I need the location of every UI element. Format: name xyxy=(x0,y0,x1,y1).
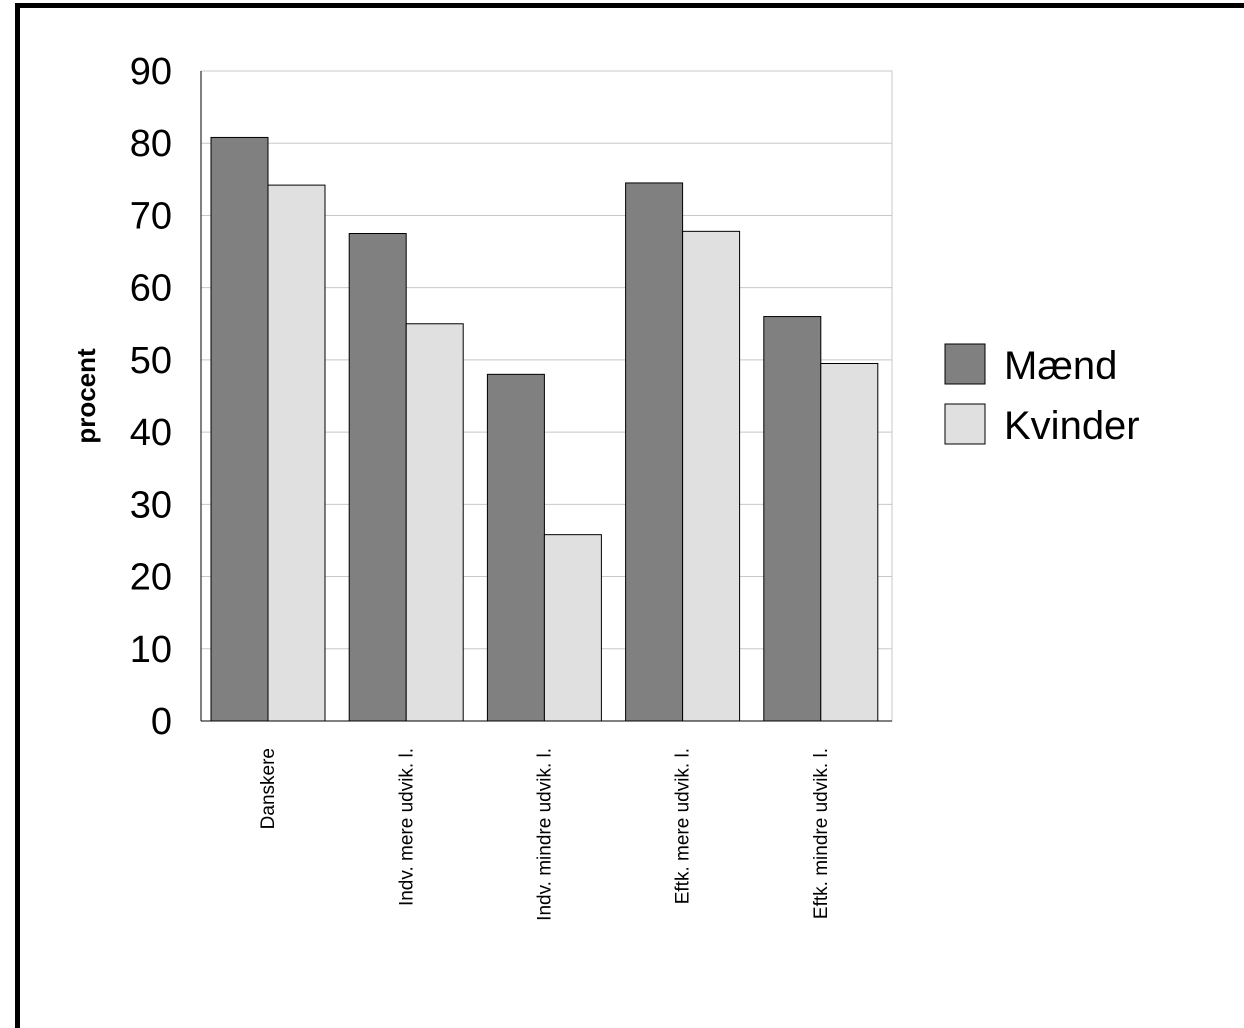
axes xyxy=(200,71,892,722)
bar-kvinder xyxy=(405,323,464,722)
y-tick-label: 40 xyxy=(130,412,172,454)
y-tick-label: 70 xyxy=(130,195,172,237)
y-tick-label: 10 xyxy=(130,629,172,671)
x-tick-label: Eftk. mere udvik. l. xyxy=(673,748,694,904)
y-tick-label: 20 xyxy=(130,557,172,599)
legend-swatch-maend xyxy=(944,343,986,385)
bar-maend xyxy=(625,182,684,722)
bars xyxy=(210,136,879,722)
bar-maend xyxy=(486,373,545,722)
x-tick-label: Indv. mindre udvik. l. xyxy=(535,748,556,921)
bar-maend xyxy=(348,233,407,722)
y-axis-label: procent xyxy=(71,348,101,444)
x-tick-label: Eftk. mindre udvik. l. xyxy=(811,748,832,919)
y-tick-label: 50 xyxy=(130,340,172,382)
bar-maend xyxy=(763,316,822,722)
x-tick-label: Indv. mere udvik. l. xyxy=(396,748,417,906)
y-tick-label: 0 xyxy=(151,701,172,743)
bar-kvinder xyxy=(267,184,326,722)
bar-kvinder xyxy=(682,230,741,722)
y-tick-labels: 0 10 20 30 40 50 60 70 80 90 xyxy=(130,51,172,743)
y-tick-label: 30 xyxy=(130,484,172,526)
legend-label-maend: Mænd xyxy=(1004,344,1117,388)
bar-kvinder xyxy=(543,534,602,722)
bar-kvinder xyxy=(820,363,879,722)
legend: Mænd Kvinder xyxy=(944,343,1140,448)
y-tick-label: 60 xyxy=(130,268,172,310)
legend-swatch-kvinder xyxy=(944,403,986,445)
y-tick-label: 80 xyxy=(130,123,172,165)
bar-maend xyxy=(210,136,269,722)
legend-label-kvinder: Kvinder xyxy=(1004,404,1140,448)
y-tick-label: 90 xyxy=(130,51,172,93)
chart-frame xyxy=(15,3,1244,1028)
x-tick-labels: Danskere Indv. mere udvik. l. Indv. mindre… xyxy=(258,748,832,921)
x-tick-label: Danskere xyxy=(258,748,279,829)
